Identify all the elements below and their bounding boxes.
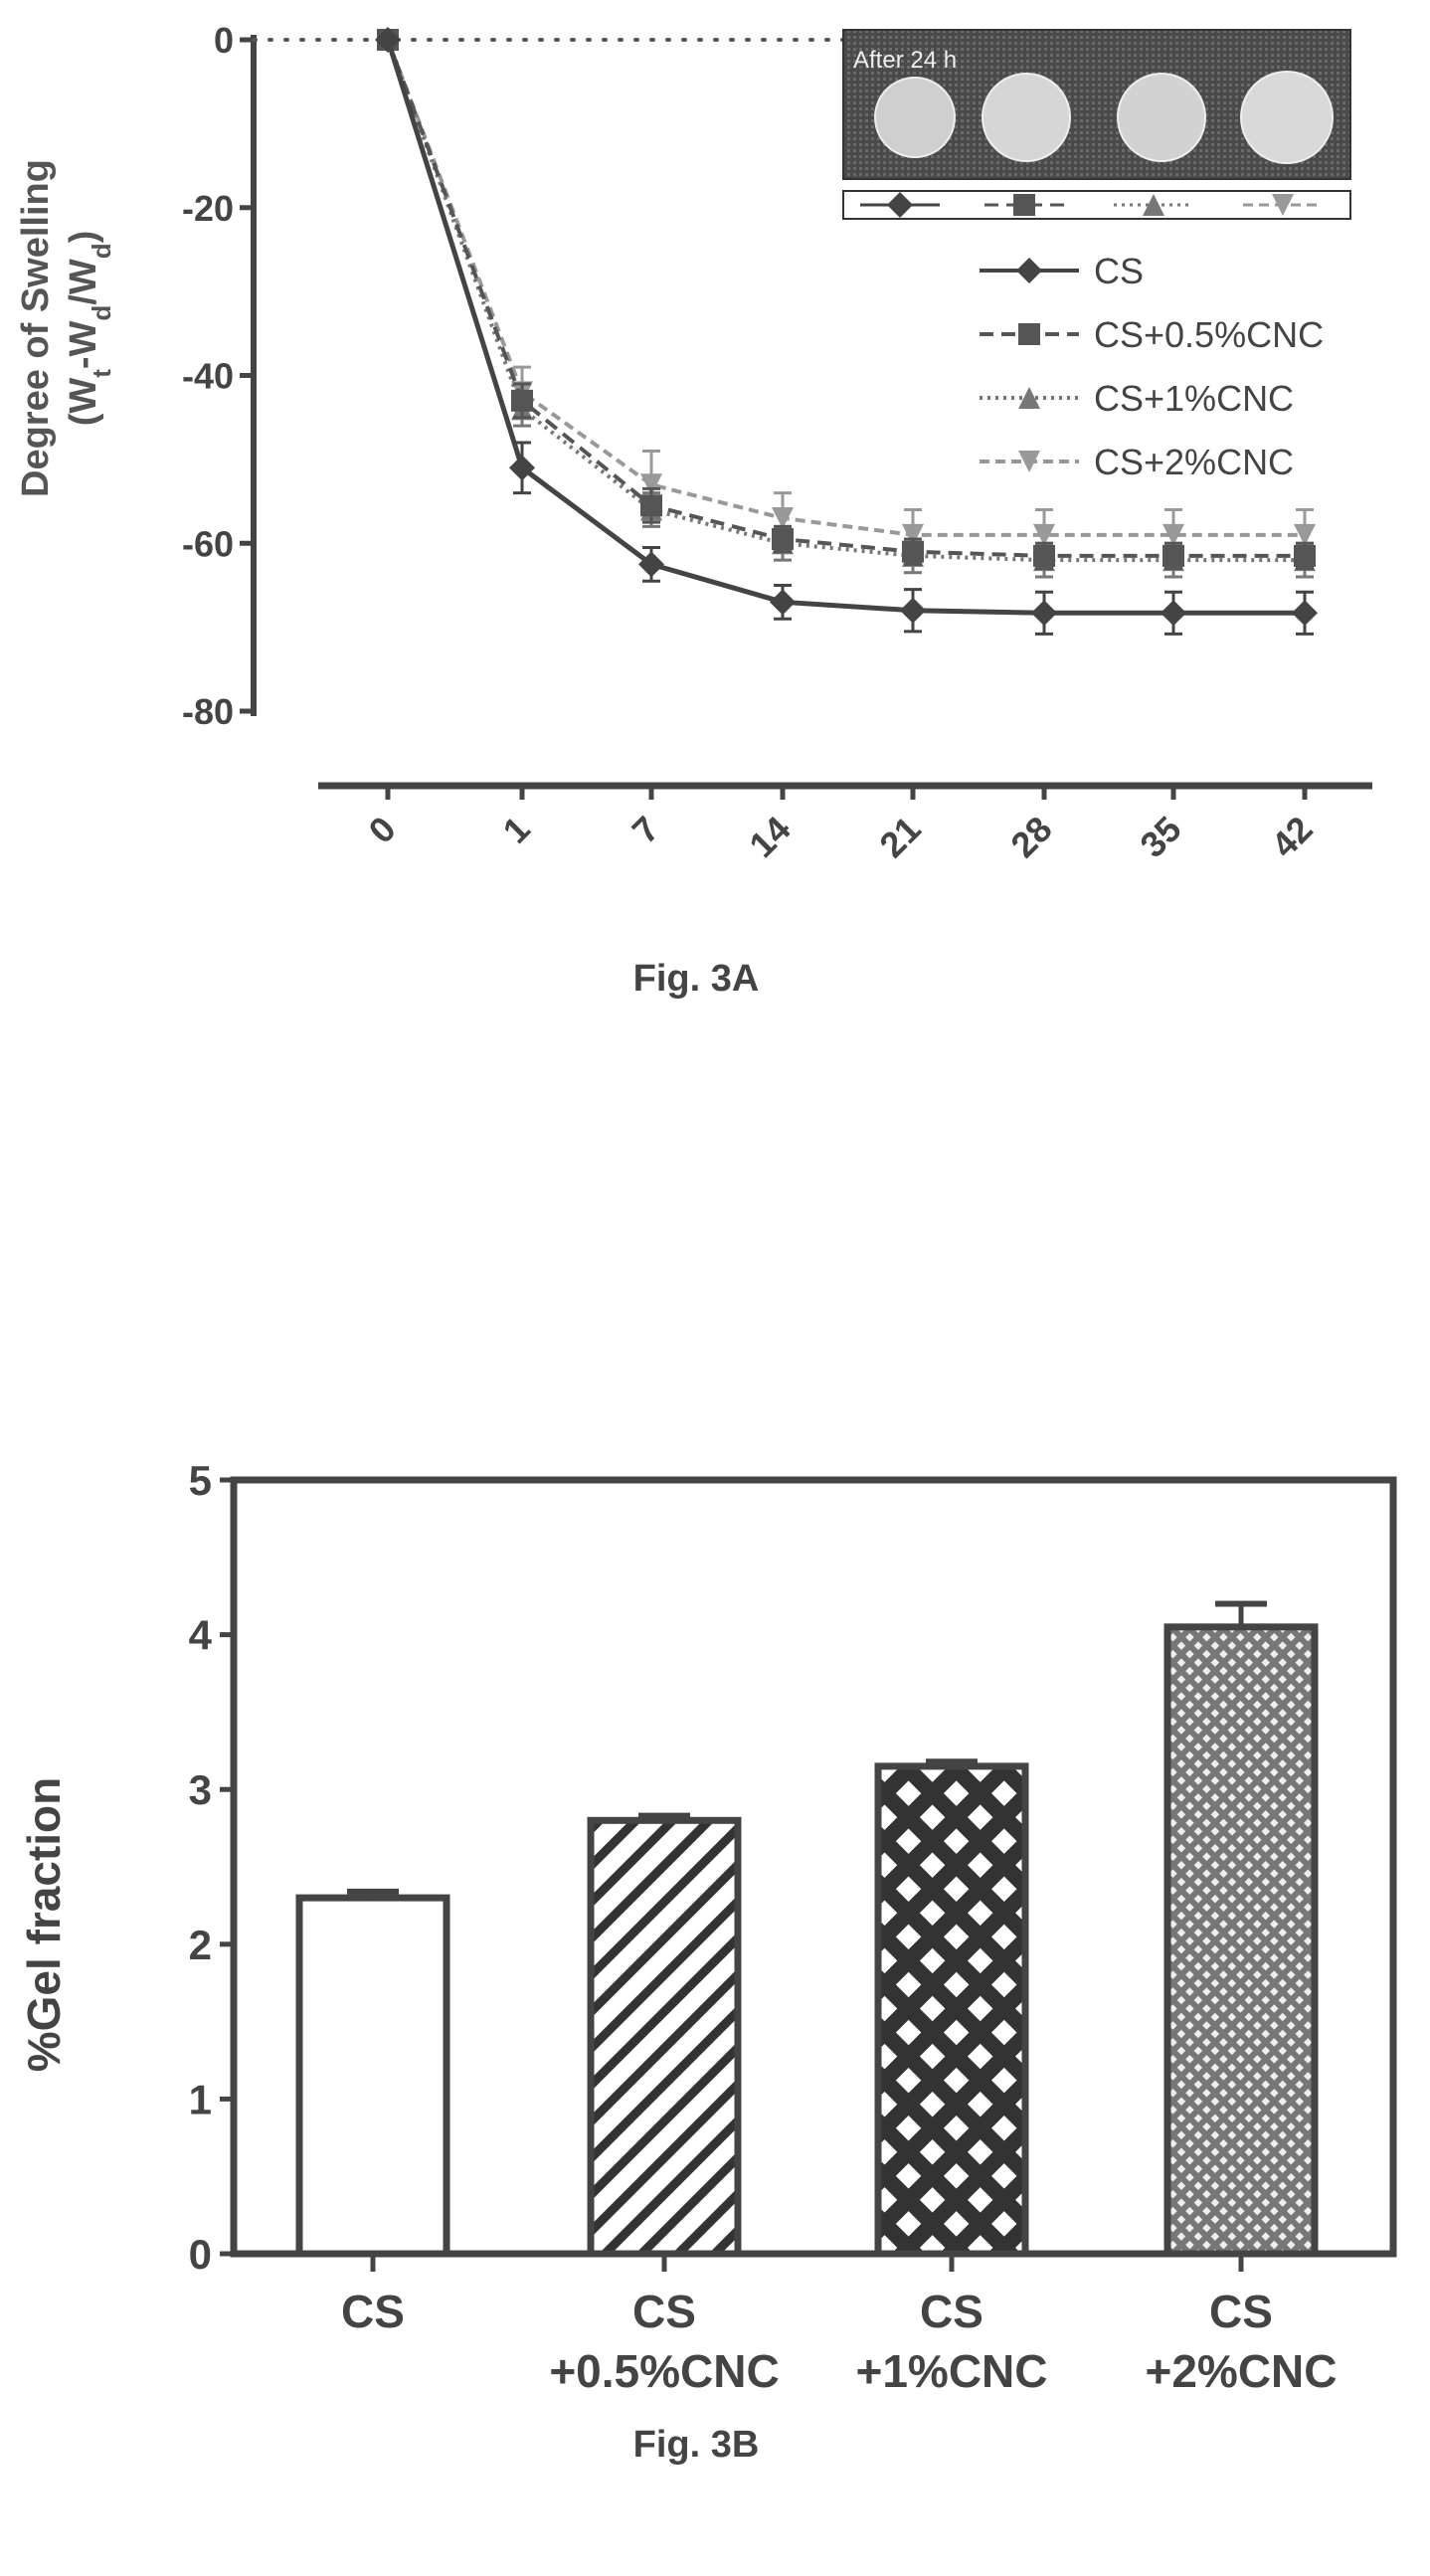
- chartA-x-tick-label: 14: [741, 809, 798, 865]
- chartA-x-tick-label: 7: [625, 809, 667, 851]
- chartA-point: [772, 506, 794, 529]
- chartA-point: [1294, 523, 1316, 546]
- chartA-legend-marker: [1018, 451, 1040, 472]
- chartA-x-tick-label: 35: [1132, 809, 1188, 865]
- chartA-point: [509, 455, 535, 481]
- chartA-ylabel-line2: (Wt-Wd/Wd): [63, 231, 116, 427]
- chartB-y-axis: 0 1 2 3 4 5: [189, 1457, 234, 2278]
- chartB-bar: [874, 1762, 1029, 2258]
- chartA-point: [772, 528, 794, 551]
- chartB-bar-group-0: [295, 1888, 450, 2272]
- chartB-x-label-line1: CS: [341, 2286, 405, 2337]
- sample-disc-3: [1117, 73, 1206, 162]
- chartA-point: [375, 27, 401, 53]
- chartA-point: [900, 597, 926, 624]
- chartA-x-tick-label: 42: [1263, 809, 1320, 865]
- chartB-y-tick-label: 3: [189, 1766, 212, 1813]
- figure-3b-caption: Fig. 3B: [633, 2424, 760, 2466]
- chartA-point: [1161, 600, 1186, 627]
- inset-photo: After 24 h: [842, 29, 1351, 220]
- inset-key: [860, 192, 1323, 218]
- chartA-x-axis: 0 1 7 14 21 28 35 42: [318, 782, 1372, 865]
- chartA-y-tick-label: -20: [182, 188, 234, 229]
- chartA-ylabel: Degree of Swelling (Wt-Wd/Wd): [15, 159, 116, 497]
- chartB-x-label-line1: CS: [632, 2286, 696, 2337]
- chartA-point: [1294, 544, 1316, 567]
- chartA-legend-label: CS+0.5%CNC: [1094, 314, 1324, 355]
- chartA-point: [770, 589, 796, 616]
- chartA-point: [1162, 523, 1184, 546]
- inset-key-marker: [1143, 194, 1164, 216]
- chartB-y-tick-label: 2: [189, 1922, 212, 1968]
- chartA-series-line: [385, 39, 1305, 616]
- chartB-y-tick-label: 0: [189, 2231, 212, 2278]
- chartA-point: [511, 389, 533, 412]
- chartA-series-line: [386, 39, 1305, 558]
- inset-key-marker: [1013, 194, 1035, 216]
- chartA-x-tick-label: 0: [361, 809, 404, 851]
- sample-disc-1: [874, 77, 956, 158]
- sample-disc-4: [1240, 71, 1334, 164]
- chartB-x-label-line2: +0.5%CNC: [549, 2345, 779, 2397]
- chartA-series-line: [386, 39, 1305, 563]
- chartA-point: [640, 494, 662, 517]
- chartA-y-axis: 0 -20 -40 -60 -80: [182, 20, 847, 732]
- chartA-legend-marker: [1018, 387, 1040, 409]
- swelling-line-chart: Degree of Swelling (Wt-Wd/Wd) 0 -20 -40 -60…: [15, 20, 1372, 865]
- chartB-bar: [295, 1894, 450, 2258]
- chartB-ylabel: %Gel fraction: [18, 1777, 70, 2073]
- chartA-legend-label: CS+2%CNC: [1094, 442, 1294, 482]
- chartA-y-tick-label: -80: [182, 691, 234, 732]
- chartB-y-tick-label: 5: [189, 1457, 212, 1504]
- chartB-x-labels: CS CS +0.5%CNC CS +1%CNC CS +2%CNC: [341, 2286, 1337, 2397]
- chartB-bar-group-1: [587, 1812, 742, 2272]
- chartA-x-tick-label: 21: [871, 809, 928, 865]
- chartA-legend-marker: [1018, 323, 1040, 345]
- sample-disc-2: [982, 73, 1071, 162]
- chartA-legend-label: CS: [1094, 251, 1144, 291]
- chartA-point: [638, 551, 664, 578]
- chartA-point: [1162, 544, 1184, 567]
- chartA-series-0: [375, 27, 1318, 636]
- chartB-x-label-line2: +2%CNC: [1145, 2345, 1337, 2397]
- chartB-bars: [295, 1600, 1319, 2272]
- chartA-series: [375, 27, 1318, 636]
- chartA-point: [1292, 600, 1318, 627]
- chartB-plot-frame: [230, 1476, 1397, 2258]
- chartA-point: [640, 473, 662, 496]
- chartB-y-tick-label: 1: [189, 2076, 212, 2122]
- chartA-y-tick-label: -60: [182, 523, 234, 564]
- chartA-ylabel-line1: Degree of Swelling: [15, 159, 57, 497]
- chartB-x-label-line1: CS: [1209, 2286, 1273, 2337]
- chartB-bar: [587, 1816, 742, 2258]
- chartA-point: [902, 523, 924, 546]
- chartA-legend: CS CS+0.5%CNC CS+1%CNC CS+2%CNC: [980, 251, 1324, 482]
- chartA-legend-label: CS+1%CNC: [1094, 378, 1294, 419]
- chartA-x-tick-label: 28: [1002, 809, 1059, 865]
- inset-key-marker: [887, 192, 913, 218]
- chartB-x-label-line1: CS: [920, 2286, 983, 2337]
- chartA-point: [1031, 600, 1057, 627]
- figure-3a-caption: Fig. 3A: [633, 958, 760, 1000]
- chartB-bar: [1163, 1623, 1319, 2258]
- chartA-y-tick-label: -40: [182, 356, 234, 397]
- chartB-y-tick-label: 4: [189, 1612, 213, 1659]
- chartA-y-tick-label: 0: [214, 20, 234, 61]
- chartA-point: [902, 540, 924, 563]
- chartA-legend-marker: [1016, 258, 1042, 283]
- inset-key-marker: [1272, 194, 1294, 216]
- chartA-series-1: [377, 29, 1316, 571]
- chartB-x-label-line2: +1%CNC: [855, 2345, 1047, 2397]
- chartA-x-tick-label: 1: [495, 809, 538, 851]
- gel-fraction-bar-chart: %Gel fraction 0 1 2 3 4 5 CS CS +0.5%CNC CS +1%CN…: [18, 1457, 1397, 2397]
- chartA-point: [1033, 544, 1055, 567]
- chartB-bar-group-2: [874, 1758, 1029, 2272]
- chartA-series-line: [386, 39, 1305, 537]
- inset-caption: After 24 h: [853, 47, 957, 74]
- chartA-point: [1033, 523, 1055, 546]
- chartB-bar-group-3: [1163, 1600, 1319, 2272]
